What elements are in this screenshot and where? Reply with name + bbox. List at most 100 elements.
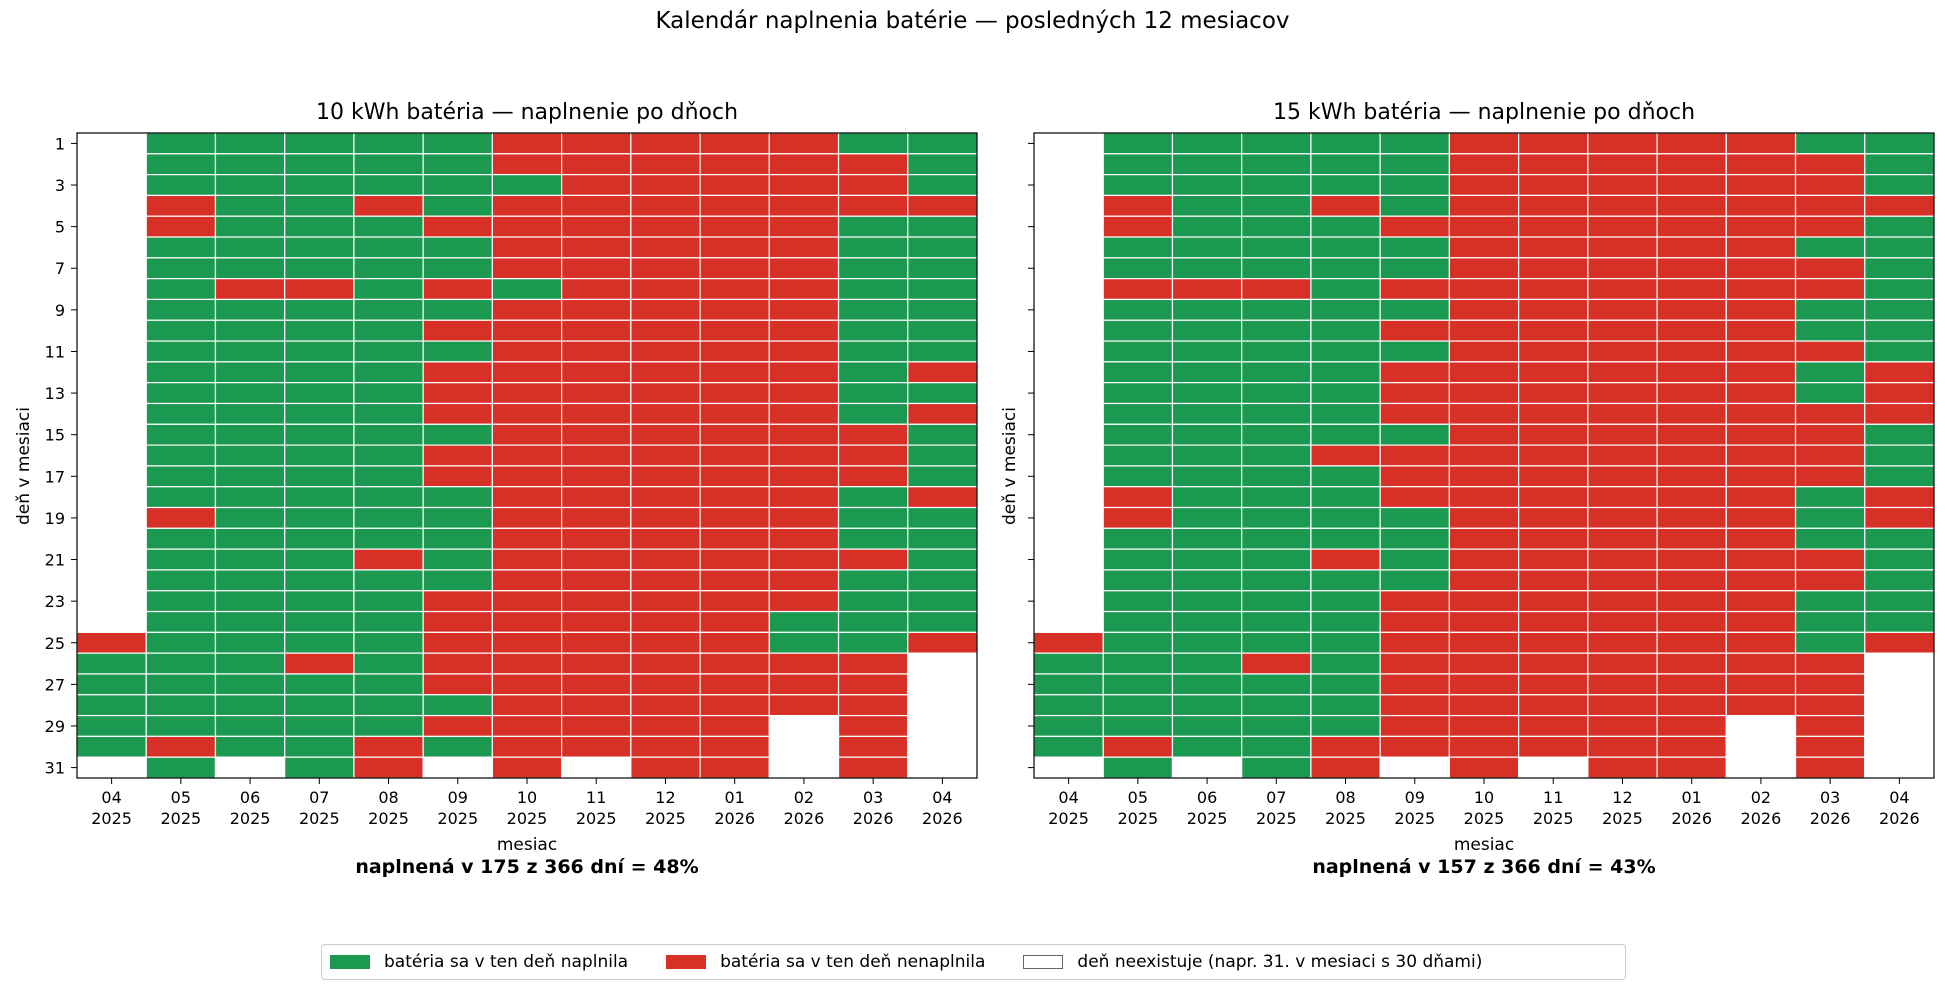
left-ytick-label-1: 1 bbox=[55, 134, 65, 153]
right-cell-12-30 bbox=[1864, 735, 1935, 758]
right-cell-3-14 bbox=[1241, 402, 1312, 425]
right-cell-0-10 bbox=[1033, 319, 1104, 342]
right-cell-9-29 bbox=[1656, 714, 1727, 737]
right-cell-10-22 bbox=[1725, 569, 1797, 592]
right-cell-8-5 bbox=[1587, 215, 1658, 238]
right-cell-3-16 bbox=[1241, 444, 1312, 467]
right-cell-5-9 bbox=[1379, 298, 1450, 321]
right-cell-11-8 bbox=[1794, 278, 1866, 301]
right-cell-5-20 bbox=[1379, 527, 1450, 550]
right-cell-6-18 bbox=[1448, 486, 1520, 509]
right-cell-5-19 bbox=[1379, 506, 1450, 529]
right-cell-1-23 bbox=[1102, 590, 1174, 613]
right-cell-6-23 bbox=[1448, 590, 1520, 613]
right-cell-12-6 bbox=[1864, 236, 1935, 259]
right-cell-0-6 bbox=[1033, 236, 1104, 259]
right-cell-12-26 bbox=[1864, 652, 1935, 675]
right-cell-12-3 bbox=[1864, 174, 1935, 197]
right-cell-11-21 bbox=[1794, 548, 1866, 571]
right-cell-6-22 bbox=[1448, 569, 1520, 592]
right-cell-10-26 bbox=[1725, 652, 1797, 675]
right-cell-9-24 bbox=[1656, 610, 1727, 633]
right-cell-11-28 bbox=[1794, 694, 1866, 717]
right-cell-3-22 bbox=[1241, 569, 1312, 592]
right-cell-0-3 bbox=[1033, 174, 1104, 197]
right-cell-10-19 bbox=[1725, 506, 1797, 529]
right-cell-7-23 bbox=[1518, 590, 1589, 613]
right-cell-5-25 bbox=[1379, 631, 1450, 654]
right-cell-6-17 bbox=[1448, 465, 1520, 488]
right-cell-6-25 bbox=[1448, 631, 1520, 654]
right-cell-0-15 bbox=[1033, 423, 1104, 446]
right-cell-12-16 bbox=[1864, 444, 1935, 467]
right-cell-4-25 bbox=[1310, 631, 1381, 654]
right-cell-8-10 bbox=[1587, 319, 1658, 342]
right-cell-1-17 bbox=[1102, 465, 1174, 488]
right-cell-3-31 bbox=[1241, 756, 1312, 779]
left-ytick-label-9: 9 bbox=[55, 301, 65, 320]
left-xtick-label-9: 01 2026 bbox=[714, 788, 755, 828]
right-cell-9-1 bbox=[1656, 132, 1727, 155]
right-cell-9-8 bbox=[1656, 278, 1727, 301]
right-cell-1-20 bbox=[1102, 527, 1174, 550]
right-cell-5-29 bbox=[1379, 714, 1450, 737]
legend-label-full: batéria sa v ten deň naplnila bbox=[384, 952, 629, 972]
right-cell-2-22 bbox=[1171, 569, 1243, 592]
right-cell-2-20 bbox=[1171, 527, 1243, 550]
right-xtick-label-7: 11 2025 bbox=[1533, 788, 1574, 828]
right-cell-2-28 bbox=[1171, 694, 1243, 717]
right-cell-6-16 bbox=[1448, 444, 1520, 467]
right-cell-2-2 bbox=[1171, 153, 1243, 176]
right-cell-11-14 bbox=[1794, 402, 1866, 425]
right-cell-0-13 bbox=[1033, 382, 1104, 405]
right-cell-4-14 bbox=[1310, 402, 1381, 425]
right-cell-6-15 bbox=[1448, 423, 1520, 446]
right-cell-3-9 bbox=[1241, 298, 1312, 321]
right-cell-3-8 bbox=[1241, 278, 1312, 301]
right-cell-12-13 bbox=[1864, 382, 1935, 405]
right-cell-5-23 bbox=[1379, 590, 1450, 613]
right-cell-1-4 bbox=[1102, 194, 1174, 217]
right-cell-6-4 bbox=[1448, 194, 1520, 217]
right-cell-5-18 bbox=[1379, 486, 1450, 509]
right-cell-5-15 bbox=[1379, 423, 1450, 446]
right-cell-12-19 bbox=[1864, 506, 1935, 529]
right-cell-4-31 bbox=[1310, 756, 1381, 779]
right-cell-1-1 bbox=[1102, 132, 1174, 155]
right-cell-5-14 bbox=[1379, 402, 1450, 425]
right-cell-0-9 bbox=[1033, 298, 1104, 321]
right-cell-5-27 bbox=[1379, 673, 1450, 696]
right-cell-1-26 bbox=[1102, 652, 1174, 675]
right-cell-4-17 bbox=[1310, 465, 1381, 488]
left-xtick-label-4: 08 2025 bbox=[368, 788, 409, 828]
right-cell-2-1 bbox=[1171, 132, 1243, 155]
right-cell-2-9 bbox=[1171, 298, 1243, 321]
right-cell-10-2 bbox=[1725, 153, 1797, 176]
right-cell-5-5 bbox=[1379, 215, 1450, 238]
left-cells bbox=[76, 132, 978, 779]
right-cell-10-17 bbox=[1725, 465, 1797, 488]
right-cell-10-23 bbox=[1725, 590, 1797, 613]
right-cell-4-4 bbox=[1310, 194, 1381, 217]
right-cell-7-24 bbox=[1518, 610, 1589, 633]
right-cell-6-12 bbox=[1448, 361, 1520, 384]
right-xtick-label-0: 04 2025 bbox=[1048, 788, 1089, 828]
right-cell-10-3 bbox=[1725, 174, 1797, 197]
right-cell-9-18 bbox=[1656, 486, 1727, 509]
right-cell-2-13 bbox=[1171, 382, 1243, 405]
right-cell-7-3 bbox=[1518, 174, 1589, 197]
right-cell-11-6 bbox=[1794, 236, 1866, 259]
right-cell-11-1 bbox=[1794, 132, 1866, 155]
left-ytick-label-17: 17 bbox=[45, 467, 65, 486]
right-cell-1-15 bbox=[1102, 423, 1174, 446]
right-cell-1-8 bbox=[1102, 278, 1174, 301]
left-xtick-label-11: 03 2026 bbox=[853, 788, 894, 828]
right-cell-10-1 bbox=[1725, 132, 1797, 155]
right-cell-6-10 bbox=[1448, 319, 1520, 342]
right-cell-2-15 bbox=[1171, 423, 1243, 446]
right-cell-3-15 bbox=[1241, 423, 1312, 446]
right-cell-3-24 bbox=[1241, 610, 1312, 633]
right-cell-4-23 bbox=[1310, 590, 1381, 613]
right-cell-4-6 bbox=[1310, 236, 1381, 259]
